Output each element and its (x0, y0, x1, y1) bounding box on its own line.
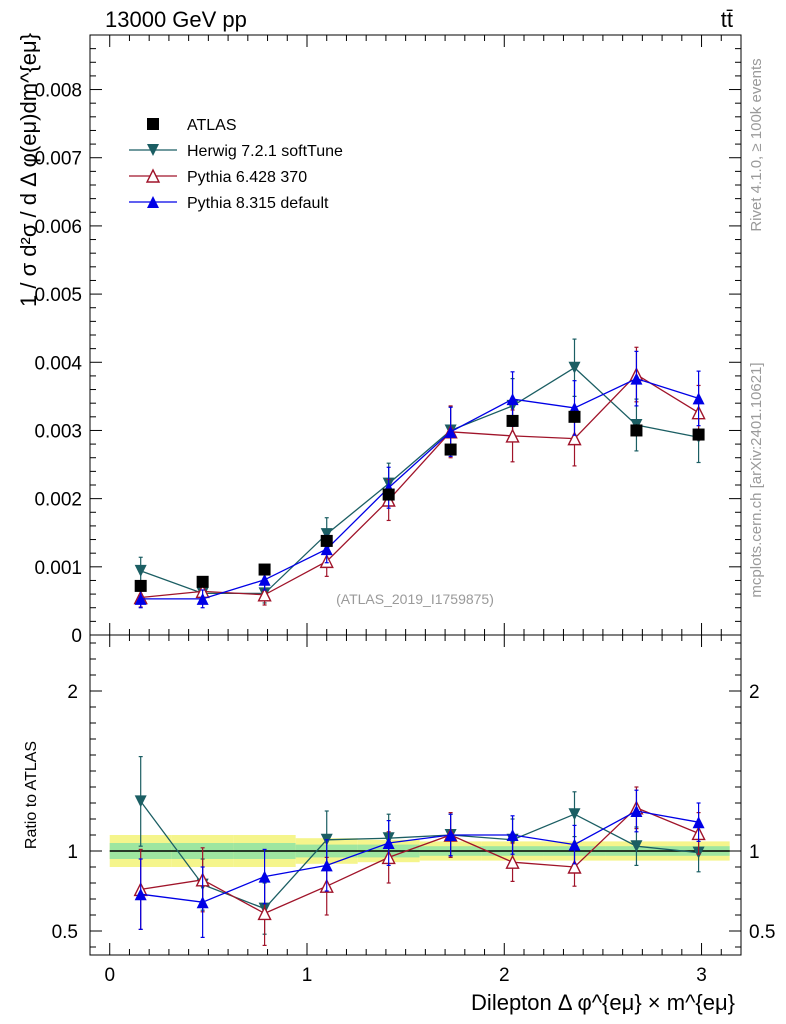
ratio-y-tick-label: 0.5 (52, 922, 78, 943)
ratio-point (692, 816, 705, 829)
main-y-tick-label: 0 (71, 626, 82, 647)
main-series-layer (133, 338, 706, 609)
legend-item-3: Pythia 8.315 default (129, 195, 329, 212)
x-tick-label: 2 (499, 965, 510, 986)
main-point (444, 443, 457, 456)
legend-item-1: Herwig 7.2.1 softTune (129, 143, 343, 160)
ratio-point (196, 896, 209, 909)
x-tick-label: 0 (104, 965, 115, 986)
main-point (382, 488, 395, 501)
ratio-point (134, 888, 147, 901)
main-y-tick-label: 0.008 (34, 81, 82, 102)
main-point (692, 428, 705, 441)
ratio-point (257, 905, 272, 921)
main-y-tick-label: 0.007 (34, 149, 82, 170)
main-point (505, 428, 520, 443)
ratio-y-tick-label-right: 0.5 (749, 922, 775, 943)
x-axis-label: Dilepton Δ φ^{eμ} × m^{eμ} (471, 990, 735, 1015)
ratio-y-tick-label-right: 2 (749, 682, 760, 703)
main-series-line (140, 366, 699, 595)
main-y-tick-label: 0.002 (34, 490, 82, 511)
ratio-point (568, 808, 581, 821)
ratio-point (506, 829, 519, 841)
main-point (134, 592, 147, 605)
main-point (257, 587, 272, 602)
main-point (320, 543, 333, 556)
main-y-tick-label: 0.004 (34, 353, 82, 374)
ratio-point (320, 859, 333, 872)
legend-label: Pythia 8.315 default (187, 195, 329, 212)
legend-marker (147, 196, 159, 208)
main-axis-ticks: 0 0.001 0.002 0.003 0.004 0.005 0.006 0.007 0.00… (34, 34, 741, 647)
ratio-point (630, 840, 643, 853)
ratio-point (505, 854, 520, 869)
x-tick-label: 3 (696, 965, 707, 986)
ratio-y-tick-label: 2 (67, 682, 78, 703)
ratio-series-line (140, 807, 699, 915)
main-point (258, 573, 271, 586)
main-y-axis-label: 1 / σ d²σ / d Δ φ(eμ)dm^{eμ} (16, 33, 41, 307)
legend-marker (147, 118, 159, 130)
main-series-1 (134, 338, 705, 604)
main-point (134, 564, 147, 577)
main-point (320, 528, 333, 541)
main-point (692, 392, 705, 405)
main-panel: 0 0.001 0.002 0.003 0.004 0.005 0.006 0.007 0.00… (16, 33, 742, 647)
legend-marker (147, 144, 159, 156)
main-point (444, 425, 457, 438)
legend-marker (145, 168, 161, 183)
main-series-3 (134, 350, 705, 609)
main-series-line (140, 377, 699, 600)
main-y-tick-label: 0.003 (34, 421, 82, 442)
main-point (568, 410, 581, 423)
main-point (196, 592, 209, 605)
legend-item-2: Pythia 6.428 370 (129, 168, 307, 186)
legend: ATLAS Herwig 7.2.1 softTune Pythia 6.428 3… (129, 117, 343, 212)
ratio-point (258, 870, 271, 883)
main-series-line (140, 373, 699, 599)
ratio-series-line (140, 810, 699, 903)
energy-label: 13000 GeV pp (105, 7, 247, 32)
main-point (506, 393, 519, 406)
legend-label: Pythia 6.428 370 (187, 169, 307, 186)
main-point (567, 431, 582, 446)
main-point (196, 575, 209, 588)
ratio-point (568, 838, 581, 851)
legend-label: ATLAS (187, 117, 237, 134)
main-y-tick-label: 0.005 (34, 285, 82, 306)
ratio-point (134, 795, 147, 808)
main-point (134, 579, 147, 592)
ratio-y-tick-label: 1 (67, 842, 78, 863)
mcplots-label: mcplots.cern.ch [arXiv:2401.10621] (748, 362, 765, 597)
process-label: tt̄ (721, 7, 733, 32)
main-y-tick-label: 0.006 (34, 217, 82, 238)
ratio-point (382, 837, 395, 849)
ratio-y-tick-label-right: 1 (749, 842, 760, 863)
x-tick-label: 1 (302, 965, 313, 986)
ratio-point (630, 805, 643, 817)
legend-label: Herwig 7.2.1 softTune (187, 143, 343, 160)
legend-item-0: ATLAS (147, 117, 237, 134)
ratio-panel: 0.5 0.5 1 1 2 2 0 1 2 3 Ratio to ATLAS (23, 634, 775, 986)
analysis-label: (ATLAS_2019_I1759875) (336, 591, 494, 607)
ratio-y-axis-label: Ratio to ATLAS (23, 741, 40, 849)
ratio-point (567, 859, 582, 874)
main-series-0 (134, 410, 705, 592)
ratio-frame (89, 634, 742, 956)
ratio-axis-ticks: 0.5 0.5 1 1 2 2 0 1 2 3 (52, 635, 775, 986)
ratio-point (444, 829, 457, 841)
ratio-series-layer (133, 755, 706, 947)
main-point (506, 414, 519, 427)
main-point (568, 361, 581, 374)
main-y-tick-label: 0.001 (34, 558, 82, 579)
main-point (320, 534, 333, 547)
main-point (630, 372, 643, 385)
main-point (630, 424, 643, 437)
main-point (258, 563, 271, 576)
rivet-label: Rivet 4.1.0, ≥ 100k events (748, 58, 765, 231)
ratio-series-2 (134, 789, 705, 939)
